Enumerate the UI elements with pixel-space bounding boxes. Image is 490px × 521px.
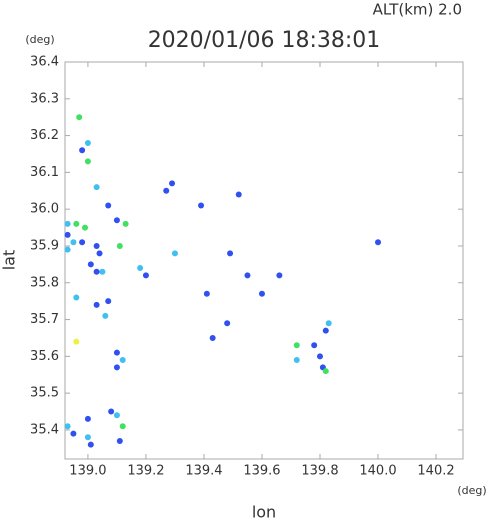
x-tick-label: 139.6 [243,464,280,479]
data-point [84,434,91,441]
data-point [258,290,265,297]
data-point [171,250,178,257]
data-point [70,239,77,246]
data-point [76,114,83,121]
data-point [276,272,283,279]
data-point [198,202,205,209]
data-point [79,239,86,246]
data-point [142,272,149,279]
data-point [108,408,115,415]
data-point [82,224,89,231]
y-tick-label: 35.7 [30,312,59,327]
data-point [375,239,382,246]
data-point [325,320,332,327]
data-point [64,231,71,238]
x-axis-label: lon [252,503,276,521]
y-tick-label: 35.5 [30,386,59,401]
data-point [293,357,300,364]
chart-subtitle: ALT(km) 2.0 [373,1,462,19]
data-point [227,250,234,257]
data-point [169,180,176,187]
data-point [203,290,210,297]
y-unit: (deg) [25,33,54,46]
y-tick-label: 36.3 [30,91,59,106]
data-point [113,349,120,356]
x-tick-label: 139.4 [185,464,222,479]
data-point [244,272,251,279]
data-point [93,242,100,249]
data-point [79,147,86,154]
data-point [70,430,77,437]
x-tick-label: 140.2 [417,464,454,479]
data-point [113,364,120,371]
data-point [122,220,129,227]
data-point [87,261,94,268]
data-point [322,368,329,375]
x-tick-label: 139.0 [69,464,106,479]
data-point [102,312,109,319]
x-tick-label: 139.2 [127,464,164,479]
data-point [93,184,100,191]
data-point [311,342,318,349]
data-point [322,327,329,334]
plot-frame [64,61,464,460]
data-point [113,217,120,224]
data-point [116,242,123,249]
data-point [84,139,91,146]
data-point [137,265,144,272]
x-tick-label: 140.0 [359,464,396,479]
data-point [235,191,242,198]
data-point [64,220,71,227]
data-point [293,342,300,349]
y-tick-label: 36.2 [30,128,59,143]
data-point [73,338,80,345]
x-unit: (deg) [457,484,486,497]
data-point [113,412,120,419]
y-tick-label: 35.9 [30,238,59,253]
y-tick-label: 36.0 [30,202,59,217]
chart-title: 2020/01/06 18:38:01 [148,28,381,53]
data-point [209,334,216,341]
y-tick-label: 35.8 [30,275,59,290]
y-axis-label: lat [0,250,19,271]
data-point [96,250,103,257]
data-point [105,298,112,305]
data-point [119,357,126,364]
data-point [224,320,231,327]
data-point [73,220,80,227]
data-point [93,268,100,275]
data-point [99,268,106,275]
y-tick-label: 36.1 [30,165,59,180]
data-point [93,301,100,308]
data-point [73,294,80,301]
data-point [64,246,71,253]
y-tick-label: 36.4 [30,55,59,70]
y-tick-label: 35.6 [30,349,59,364]
data-point [64,423,71,430]
data-point [316,353,323,360]
y-tick-label: 35.4 [30,422,59,437]
data-point [87,441,94,448]
data-point [84,158,91,165]
data-point [105,202,112,209]
data-point [84,415,91,422]
x-tick-label: 139.8 [301,464,338,479]
data-point [116,437,123,444]
data-point [163,187,170,194]
data-point [119,423,126,430]
